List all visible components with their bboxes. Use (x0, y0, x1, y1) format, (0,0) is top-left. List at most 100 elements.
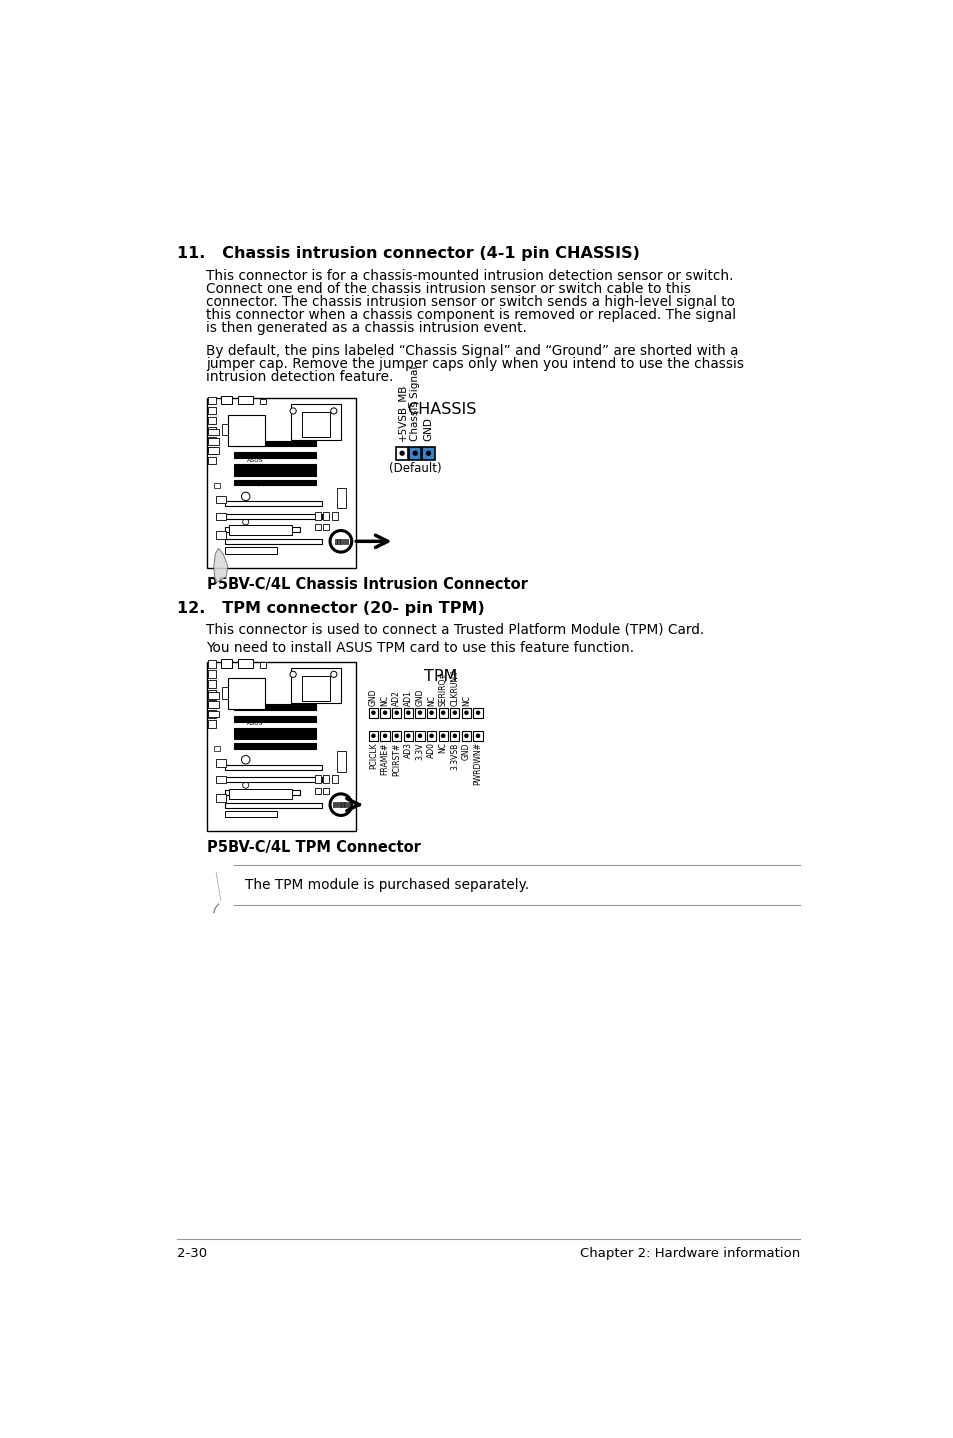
Text: TPM: TPM (424, 669, 457, 684)
Text: is then generated as a chassis intrusion event.: is then generated as a chassis intrusion… (206, 321, 526, 335)
Bar (207, 398, 356, 568)
Bar (403, 731, 413, 741)
Bar (346, 802, 349, 807)
Bar (291, 667, 341, 703)
Circle shape (413, 452, 416, 456)
Circle shape (395, 735, 397, 738)
Text: This connector is used to connect a Trusted Platform Module (TPM) Card.: This connector is used to connect a Trus… (206, 623, 703, 636)
Bar (314, 512, 320, 521)
Bar (233, 733, 315, 739)
Bar (336, 751, 346, 772)
Bar (241, 426, 250, 436)
Text: AD1: AD1 (403, 690, 413, 706)
Bar (208, 720, 216, 728)
Bar (208, 680, 216, 687)
Polygon shape (213, 548, 228, 582)
Bar (335, 539, 336, 544)
Text: NC: NC (427, 695, 436, 706)
Circle shape (426, 452, 430, 456)
Circle shape (290, 408, 296, 414)
Text: (Default): (Default) (389, 462, 441, 475)
Circle shape (453, 735, 456, 738)
Text: Chassis Signal: Chassis Signal (410, 365, 420, 440)
Circle shape (330, 531, 352, 552)
Bar (409, 447, 421, 460)
Bar (237, 659, 253, 667)
Bar (233, 440, 315, 446)
Bar (233, 703, 315, 710)
Bar (461, 707, 471, 718)
Text: NC: NC (461, 695, 471, 706)
Text: AD0: AD0 (427, 742, 436, 758)
Bar (214, 746, 220, 751)
Bar (473, 707, 482, 718)
Bar (302, 413, 330, 437)
Bar (422, 447, 435, 460)
Text: P5BV-C/4L: P5BV-C/4L (239, 745, 267, 749)
Bar (333, 802, 335, 807)
Circle shape (464, 712, 468, 715)
Circle shape (331, 672, 336, 677)
Bar (225, 765, 322, 769)
Text: ASUS: ASUS (247, 457, 263, 463)
Text: intrusion detection feature.: intrusion detection feature. (206, 370, 393, 384)
Circle shape (242, 782, 249, 788)
Text: Connect one end of the chassis intrusion sensor or switch cable to this: Connect one end of the chassis intrusion… (206, 282, 690, 296)
Bar (438, 731, 447, 741)
Bar (233, 453, 315, 459)
Circle shape (241, 492, 250, 500)
Text: FRAME#: FRAME# (380, 742, 389, 775)
Bar (415, 707, 424, 718)
Circle shape (383, 735, 386, 738)
Bar (225, 802, 322, 808)
Bar (369, 707, 377, 718)
Bar (225, 539, 322, 545)
Bar (222, 687, 236, 699)
Bar (380, 731, 390, 741)
Bar (342, 539, 345, 544)
Bar (332, 512, 338, 521)
Text: GND: GND (461, 742, 471, 759)
Bar (208, 690, 216, 697)
Text: Chapter 2: Hardware information: Chapter 2: Hardware information (579, 1247, 800, 1260)
Bar (208, 427, 216, 434)
Bar (208, 437, 216, 444)
Bar (323, 525, 329, 531)
Bar (208, 710, 219, 718)
Text: This connector is for a chassis-mounted intrusion detection sensor or switch.: This connector is for a chassis-mounted … (206, 269, 733, 283)
Bar (473, 731, 482, 741)
Circle shape (453, 712, 456, 715)
Bar (225, 513, 322, 519)
Bar (233, 743, 315, 749)
Bar (395, 447, 408, 460)
Text: +5VSB_MB: +5VSB_MB (396, 383, 407, 440)
Text: GND: GND (369, 689, 377, 706)
Bar (341, 802, 343, 807)
Text: AD2: AD2 (392, 690, 401, 706)
Text: P5BV-C/4L: P5BV-C/4L (239, 482, 267, 486)
Bar (225, 502, 322, 506)
Bar (427, 707, 436, 718)
Bar (338, 802, 340, 807)
Text: GND: GND (415, 689, 424, 706)
Bar (233, 464, 315, 470)
Bar (215, 496, 226, 503)
Bar (259, 398, 266, 404)
Text: AD3: AD3 (403, 742, 413, 758)
Text: You need to install ASUS TPM card to use this feature function.: You need to install ASUS TPM card to use… (206, 641, 634, 656)
Bar (392, 731, 401, 741)
Text: PWRDWN#: PWRDWN# (473, 742, 482, 785)
Text: 12.   TPM connector (20- pin TPM): 12. TPM connector (20- pin TPM) (177, 601, 485, 617)
Bar (427, 731, 436, 741)
Circle shape (406, 735, 410, 738)
Bar (259, 663, 266, 667)
Text: 11.   Chassis intrusion connector (4-1 pin CHASSIS): 11. Chassis intrusion connector (4-1 pin… (177, 246, 639, 260)
Bar (302, 676, 330, 700)
Bar (208, 447, 219, 454)
Bar (229, 788, 292, 798)
Bar (208, 439, 219, 444)
Text: CHASSIS: CHASSIS (407, 403, 476, 417)
Text: P5BV-C/4L TPM Connector: P5BV-C/4L TPM Connector (207, 840, 420, 856)
Bar (225, 548, 276, 554)
Text: PCIRST#: PCIRST# (392, 742, 401, 775)
